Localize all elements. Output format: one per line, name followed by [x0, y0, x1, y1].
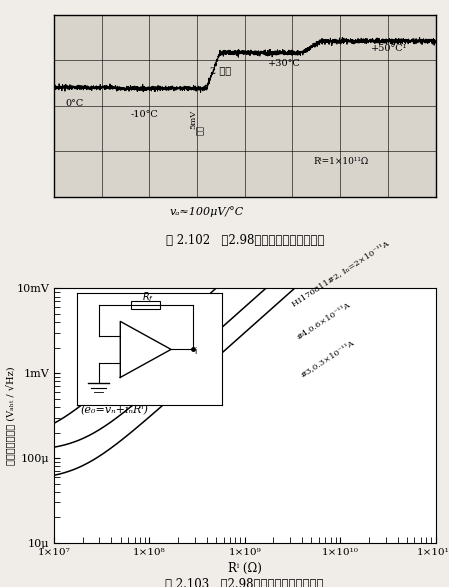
Text: +50°C¹: +50°C¹: [370, 44, 407, 53]
Text: -10°C: -10°C: [130, 110, 158, 119]
Text: (e₀=vₙ+iₙRⁱ): (e₀=vₙ+iₙRⁱ): [81, 405, 149, 415]
Text: 图 2.102   图2.98的放大电路的温度漂移: 图 2.102 图2.98的放大电路的温度漂移: [166, 234, 324, 247]
Text: Rⁱ=1×10¹¹Ω: Rⁱ=1×10¹¹Ω: [313, 157, 369, 166]
Text: 2 分钒: 2 分钒: [210, 66, 232, 75]
Text: #3,0.3×10⁻¹¹A: #3,0.3×10⁻¹¹A: [298, 339, 355, 379]
Text: HI170811#2, Iₙ=2×10⁻¹¹A: HI170811#2, Iₙ=2×10⁻¹¹A: [291, 239, 391, 308]
Text: 5mV: 5mV: [189, 110, 198, 130]
Text: 输出: 输出: [197, 125, 205, 135]
Y-axis label: 噪声输出电压値 (Vₐₕₜ / √Hz): 噪声输出电压値 (Vₐₕₜ / √Hz): [5, 366, 15, 465]
Text: 0°C: 0°C: [66, 99, 84, 107]
Text: 图 2.103   图2.98中放大电路的噪声电平: 图 2.103 图2.98中放大电路的噪声电平: [165, 578, 324, 587]
Text: vₐ≈100μV/°C: vₐ≈100μV/°C: [169, 206, 244, 217]
Text: +30°C: +30°C: [268, 59, 300, 68]
X-axis label: Rⁱ (Ω): Rⁱ (Ω): [228, 562, 262, 575]
Text: #4,0.6×10⁻¹¹A: #4,0.6×10⁻¹¹A: [294, 301, 351, 341]
